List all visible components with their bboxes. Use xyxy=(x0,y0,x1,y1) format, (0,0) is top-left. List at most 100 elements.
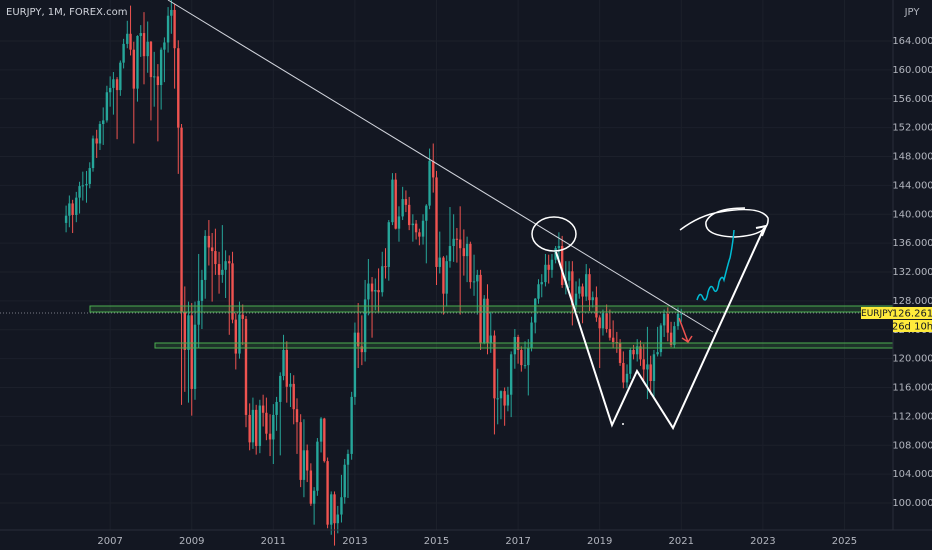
candle-body xyxy=(91,138,95,169)
candle-body xyxy=(289,383,292,387)
grid xyxy=(0,0,893,530)
x-tick-label: 2025 xyxy=(832,536,857,547)
candle-body xyxy=(397,216,401,229)
candle-body xyxy=(462,248,466,257)
candle-body xyxy=(200,279,204,301)
candle-body xyxy=(469,243,472,283)
candle-body xyxy=(170,9,173,16)
candle-body xyxy=(139,33,142,36)
candle-body xyxy=(336,514,339,524)
candle-body xyxy=(421,220,425,237)
candle-body xyxy=(221,269,224,275)
candle-body xyxy=(537,284,540,299)
candle-body xyxy=(343,464,346,498)
x-tick-label: 2021 xyxy=(669,536,694,547)
candle-body xyxy=(550,259,554,270)
candle-body xyxy=(115,79,119,91)
candle-body xyxy=(571,271,574,306)
candle-body xyxy=(203,235,207,280)
x-tick-label: 2009 xyxy=(179,536,204,547)
candle-body xyxy=(527,347,530,366)
y-tick-label: 140.000 xyxy=(892,209,932,220)
circle-top xyxy=(531,216,577,252)
price-tag xyxy=(893,307,932,319)
candle-body xyxy=(418,232,421,237)
candle-body xyxy=(241,314,244,319)
candle-body xyxy=(455,238,459,240)
candle-body xyxy=(503,391,506,406)
candle-body xyxy=(102,120,105,125)
candle-body xyxy=(166,15,170,43)
y-tick-label: 148.000 xyxy=(892,152,932,163)
candle-body xyxy=(282,349,285,376)
candle-body xyxy=(588,274,591,301)
candle-body xyxy=(666,313,670,333)
candle-body xyxy=(509,354,513,395)
candle-body xyxy=(452,238,455,247)
candle-body xyxy=(442,257,445,294)
resistance-zone xyxy=(89,305,894,313)
candle-body xyxy=(544,264,547,283)
candle-body xyxy=(132,49,136,89)
candle-body xyxy=(618,343,622,363)
candle-body xyxy=(591,297,594,301)
candle-body xyxy=(78,186,81,198)
candle-body xyxy=(292,383,295,410)
candle-body xyxy=(387,222,390,267)
candle-body xyxy=(595,297,598,318)
candle-body xyxy=(71,203,74,215)
candle-body xyxy=(483,298,486,344)
x-tick-label: 2015 xyxy=(424,536,449,547)
candle-body xyxy=(305,450,309,471)
candle-body xyxy=(122,43,125,63)
candle-body xyxy=(662,313,666,326)
candle-body xyxy=(261,405,265,413)
candle-body xyxy=(445,261,448,294)
candle-body xyxy=(448,246,452,262)
candle-body xyxy=(214,251,217,265)
candle-body xyxy=(75,197,78,215)
x-tick-label: 2023 xyxy=(750,536,775,547)
candle-body xyxy=(486,298,489,344)
candle-body xyxy=(312,490,316,504)
candle-body xyxy=(367,283,370,300)
candle-body xyxy=(234,319,237,354)
candle-body xyxy=(275,401,278,415)
candle-body xyxy=(598,317,601,329)
candle-body xyxy=(646,364,649,370)
candle-body xyxy=(68,203,71,216)
candle-body xyxy=(632,349,635,355)
candle-body xyxy=(401,199,404,217)
candle-body xyxy=(523,365,527,367)
candle-body xyxy=(272,414,275,440)
candle-body xyxy=(279,375,282,402)
candle-body xyxy=(513,336,517,355)
candle-body xyxy=(391,179,394,223)
candle-body xyxy=(394,179,397,229)
candle-body xyxy=(407,204,411,226)
candle-body xyxy=(669,332,673,345)
candle-body xyxy=(676,313,680,327)
candle-body xyxy=(251,409,255,443)
candle-body xyxy=(95,138,98,144)
candle-body xyxy=(217,264,221,275)
symbol-tag xyxy=(861,307,893,319)
w-pattern xyxy=(555,227,765,431)
candle-body xyxy=(499,391,503,399)
candle-body xyxy=(309,470,313,504)
candle-body xyxy=(190,315,193,389)
candle-body xyxy=(119,62,122,91)
candle-body xyxy=(435,177,438,267)
candle-body xyxy=(85,183,88,186)
candle-body xyxy=(493,335,496,399)
candle-body xyxy=(285,349,288,387)
candle-body xyxy=(353,332,357,397)
candle-body xyxy=(567,271,571,281)
candle-body xyxy=(238,314,241,354)
candle-body xyxy=(136,35,139,89)
currency: JPY xyxy=(904,7,921,18)
candle-body xyxy=(323,418,326,462)
candle-body xyxy=(163,42,166,50)
candle-body xyxy=(295,409,299,423)
